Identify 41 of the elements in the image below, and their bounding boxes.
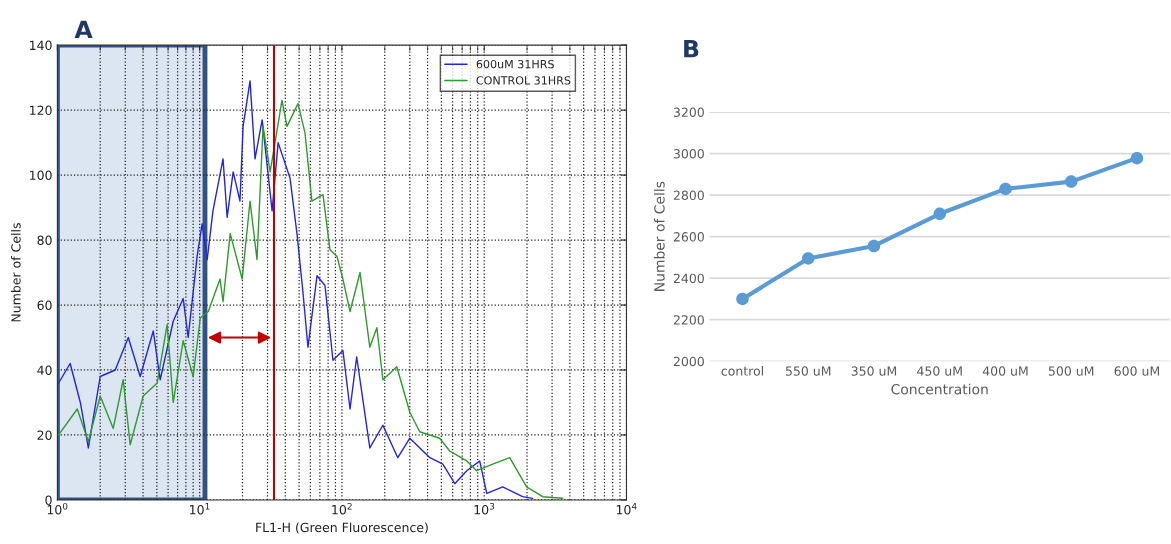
y-tick-label: 2800	[673, 190, 704, 201]
x-tick-label: 550 uM	[785, 366, 831, 376]
x-tick-label: 450 uM	[917, 366, 962, 376]
y-tick-label: 2400	[673, 273, 704, 284]
point	[736, 292, 749, 306]
y-tick-label: 2200	[673, 315, 704, 325]
x-tick-label: 10$^{4}$	[616, 503, 637, 515]
y-tick-label: 120	[30, 105, 52, 116]
y-tick-label: 20	[37, 430, 52, 440]
y-tick-label: 140	[30, 40, 52, 51]
x-tick-label: 400 uM	[982, 366, 1028, 376]
y-tick-label: 2600	[673, 232, 704, 242]
y-tick-label: 0	[45, 495, 52, 505]
point	[999, 182, 1012, 196]
x-tick-label: 600 uM	[1114, 366, 1160, 376]
y-tick-label: 3200	[673, 107, 704, 117]
x-tick-label: 350 uM	[851, 366, 897, 376]
legend-label: CONTROL 31HRS	[476, 76, 571, 85]
x-tick-label: 10$^{1}$	[190, 503, 210, 515]
legend-label: 600uM 31HRS	[476, 59, 554, 69]
text: A	[74, 20, 93, 38]
x-axis-title: FL1-H (Green Fluorescence)	[256, 522, 428, 534]
point	[1130, 151, 1144, 165]
y-tick-label: 100	[30, 170, 52, 181]
x-tick-label: 10$^{2}$	[332, 502, 352, 515]
y-axis-title: Number of Cells	[11, 223, 21, 322]
x-axis-title: Concentration	[891, 383, 988, 395]
point	[867, 239, 881, 253]
x-tick-label: control	[721, 366, 763, 376]
y-tick-label: 80	[37, 235, 52, 245]
x-tick-label: 500 uM	[1048, 366, 1094, 376]
point	[933, 207, 946, 221]
y-tick-label: 2000	[673, 356, 704, 367]
point	[1064, 175, 1078, 188]
x-tick-label: 10$^{3}$	[474, 502, 495, 515]
text: B	[684, 40, 699, 58]
y-axis-title: Number of Cells	[653, 181, 665, 291]
y-tick-label: 40	[37, 365, 52, 375]
point	[801, 252, 815, 265]
y-tick-label: 60	[37, 300, 52, 310]
y-tick-label: 3000	[673, 149, 704, 159]
